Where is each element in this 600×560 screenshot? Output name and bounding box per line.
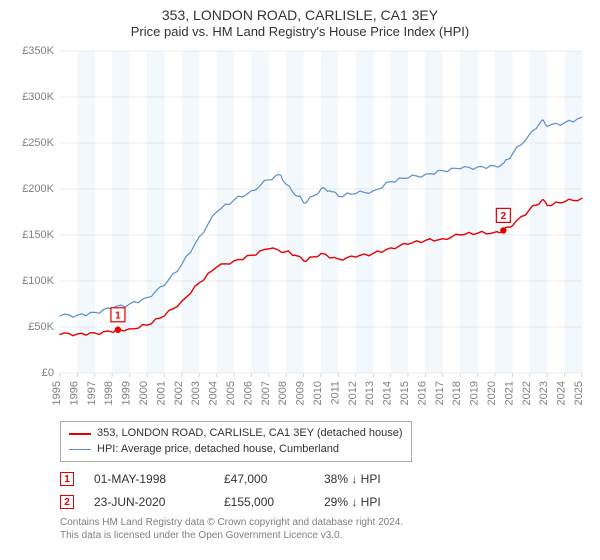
- svg-text:2017: 2017: [434, 381, 446, 405]
- svg-text:2001: 2001: [155, 381, 167, 405]
- transaction-delta: 29% ↓ HPI: [324, 491, 381, 514]
- svg-text:2007: 2007: [260, 381, 272, 405]
- legend-row-paid: 353, LONDON ROAD, CARLISLE, CA1 3EY (det…: [69, 426, 403, 441]
- transaction-row: 2 23-JUN-2020 £155,000 29% ↓ HPI: [60, 491, 590, 514]
- transaction-marker: 2: [60, 495, 74, 509]
- chart-title: 353, LONDON ROAD, CARLISLE, CA1 3EY: [10, 6, 590, 24]
- transaction-date: 01-MAY-1998: [94, 468, 204, 491]
- svg-text:1995: 1995: [51, 381, 63, 405]
- legend: 353, LONDON ROAD, CARLISLE, CA1 3EY (det…: [60, 421, 412, 462]
- svg-text:2009: 2009: [295, 381, 307, 405]
- svg-text:2010: 2010: [312, 381, 324, 405]
- svg-text:2022: 2022: [521, 381, 533, 405]
- svg-text:2003: 2003: [190, 381, 202, 405]
- legend-swatch: [69, 433, 91, 435]
- chart-container: 353, LONDON ROAD, CARLISLE, CA1 3EY Pric…: [0, 0, 600, 560]
- svg-text:£200K: £200K: [22, 183, 54, 195]
- svg-text:£350K: £350K: [22, 45, 54, 57]
- svg-text:2021: 2021: [503, 381, 515, 405]
- chart-plot: £0 £50K £100K £150K £200K £250K £300K £350K 1995…: [10, 45, 590, 417]
- legend-label: 353, LONDON ROAD, CARLISLE, CA1 3EY (det…: [97, 426, 403, 441]
- svg-text:2015: 2015: [399, 381, 411, 405]
- svg-text:2000: 2000: [138, 381, 150, 405]
- svg-text:£100K: £100K: [22, 275, 54, 287]
- marker-number: 1: [115, 310, 121, 321]
- svg-text:2020: 2020: [486, 381, 498, 405]
- svg-text:2018: 2018: [451, 381, 463, 405]
- svg-text:£0: £0: [42, 367, 54, 379]
- svg-text:£150K: £150K: [22, 229, 54, 241]
- svg-text:2019: 2019: [469, 381, 481, 405]
- svg-text:£250K: £250K: [22, 137, 54, 149]
- transaction-price: £155,000: [224, 491, 304, 514]
- svg-text:£300K: £300K: [22, 91, 54, 103]
- svg-text:2005: 2005: [225, 381, 237, 405]
- svg-text:2004: 2004: [208, 381, 220, 405]
- svg-text:2012: 2012: [347, 381, 359, 405]
- svg-text:1996: 1996: [68, 381, 80, 405]
- marker-number: 2: [501, 211, 507, 222]
- svg-text:2016: 2016: [416, 381, 428, 405]
- svg-text:£50K: £50K: [28, 321, 54, 333]
- svg-text:2006: 2006: [242, 381, 254, 405]
- svg-text:2011: 2011: [329, 381, 341, 405]
- footer-line2: This data is licensed under the Open Gov…: [60, 529, 590, 542]
- transaction-date: 23-JUN-2020: [94, 491, 204, 514]
- svg-text:2014: 2014: [382, 381, 394, 405]
- footer-line1: Contains HM Land Registry data © Crown c…: [60, 516, 590, 529]
- legend-label: HPI: Average price, detached house, Cumb…: [97, 442, 339, 457]
- marker-dot: [500, 227, 506, 233]
- transaction-marker: 1: [60, 472, 74, 486]
- svg-text:2025: 2025: [573, 381, 585, 405]
- svg-text:2023: 2023: [538, 381, 550, 405]
- marker-dot: [115, 327, 121, 333]
- transaction-delta: 38% ↓ HPI: [324, 468, 381, 491]
- transactions-table: 1 01-MAY-1998 £47,000 38% ↓ HPI 2 23-JUN-2020…: [60, 468, 590, 514]
- svg-text:1997: 1997: [86, 381, 98, 405]
- footer-attribution: Contains HM Land Registry data © Crown c…: [60, 516, 590, 542]
- transaction-row: 1 01-MAY-1998 £47,000 38% ↓ HPI: [60, 468, 590, 491]
- svg-text:2013: 2013: [364, 381, 376, 405]
- chart-subtitle: Price paid vs. HM Land Registry's House …: [10, 24, 590, 39]
- svg-text:2008: 2008: [277, 381, 289, 405]
- svg-text:1998: 1998: [103, 381, 115, 405]
- legend-swatch: [69, 449, 91, 450]
- transaction-price: £47,000: [224, 468, 304, 491]
- svg-text:2024: 2024: [556, 381, 568, 405]
- svg-text:1999: 1999: [121, 381, 133, 405]
- legend-row-hpi: HPI: Average price, detached house, Cumb…: [69, 442, 403, 457]
- svg-text:2002: 2002: [173, 381, 185, 405]
